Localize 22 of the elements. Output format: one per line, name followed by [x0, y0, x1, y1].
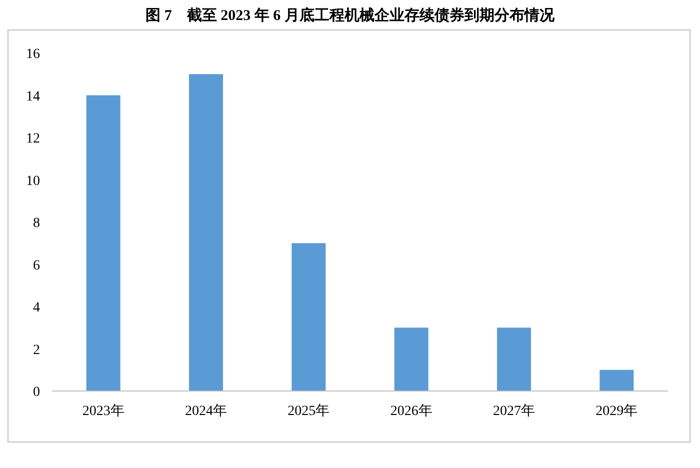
y-tick-label: 4 [33, 300, 40, 316]
bar [292, 243, 326, 391]
y-tick-label: 12 [26, 132, 40, 146]
bar [497, 328, 531, 391]
y-tick-label: 16 [26, 47, 40, 62]
bar [86, 95, 120, 391]
y-tick-label: 10 [26, 174, 40, 189]
bar [189, 74, 223, 391]
x-tick-label: 2025年 [288, 403, 330, 419]
bar [600, 370, 634, 391]
x-tick-label: 2023年 [82, 403, 124, 419]
y-tick-label: 2 [33, 342, 40, 358]
y-tick-label: 6 [33, 258, 40, 274]
x-tick-label: 2029年 [596, 403, 638, 419]
y-tick-label: 8 [33, 216, 40, 231]
bar [394, 328, 428, 391]
x-tick-label: 2026年 [390, 403, 432, 419]
x-tick-label: 2024年 [185, 403, 227, 419]
y-tick-label: 0 [33, 385, 40, 400]
y-tick-label: 14 [26, 89, 40, 104]
x-tick-label: 2027年 [493, 403, 535, 419]
chart-title: 图 7 截至 2023 年 6 月底工程机械企业存续债券到期分布情况 [146, 6, 556, 24]
